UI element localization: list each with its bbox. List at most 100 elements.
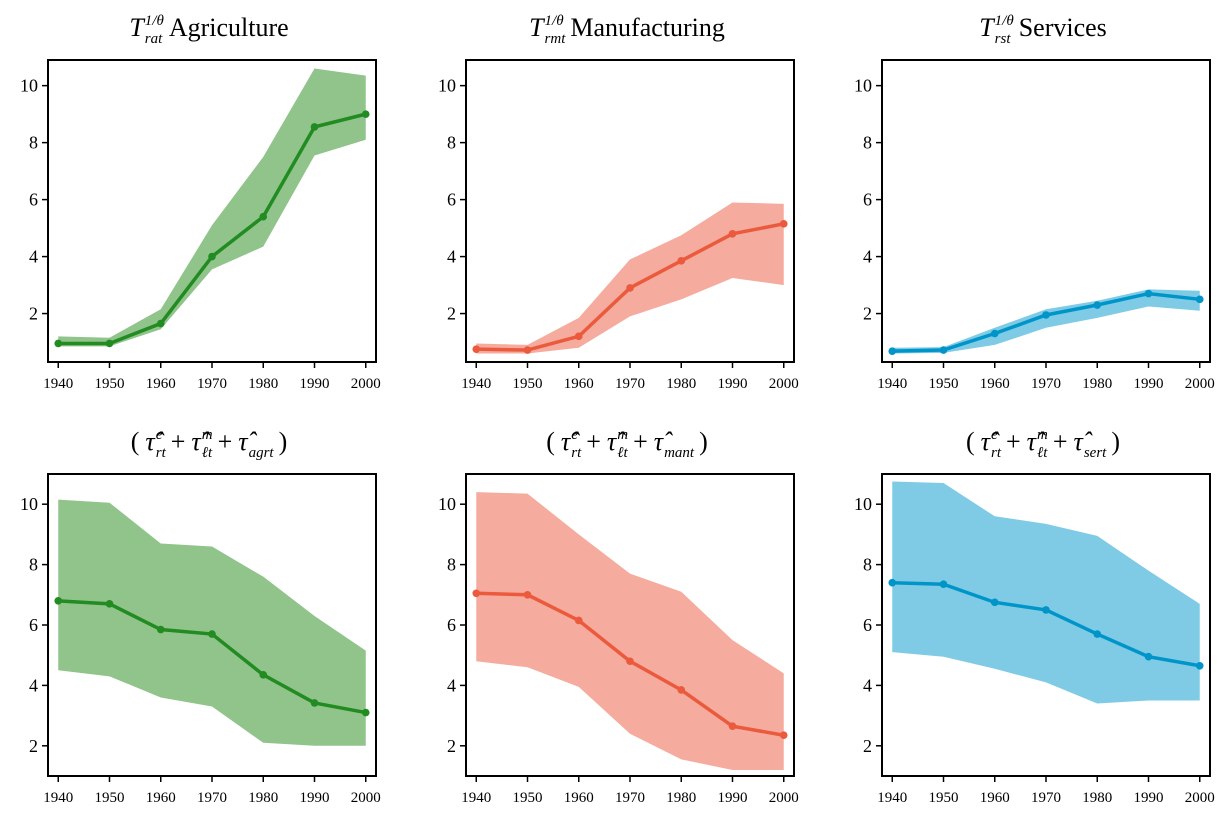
- y-tick-label: 10: [854, 494, 872, 514]
- y-tick-label: 6: [447, 615, 456, 635]
- data-point: [728, 229, 737, 238]
- x-tick-label: 1960: [146, 790, 176, 806]
- title-text: +: [218, 427, 233, 456]
- x-tick-label: 1940: [877, 376, 907, 392]
- title-text: Agriculture: [169, 13, 289, 42]
- data-point: [990, 598, 999, 607]
- title-subscript: rt: [571, 445, 582, 461]
- title-subscript: ℓt: [202, 445, 213, 461]
- title-text: ): [1111, 427, 1120, 456]
- x-tick-label: 1990: [718, 790, 748, 806]
- y-tick-label: 10: [438, 494, 456, 514]
- data-point: [574, 616, 583, 625]
- data-point: [1042, 311, 1050, 319]
- x-tick-label: 1970: [1031, 790, 1061, 806]
- y-tick-label: 6: [29, 190, 38, 210]
- title-subscript: agrt: [249, 445, 275, 461]
- y-tick-label: 10: [854, 76, 872, 96]
- confidence-band: [476, 492, 784, 770]
- title-superscript: 1/θ: [995, 13, 1015, 29]
- panel-title: T 1/θ rmt Manufacturing: [529, 13, 725, 47]
- y-tick-label: 2: [29, 304, 38, 324]
- y-tick-label: 8: [29, 133, 38, 153]
- x-tick-label: 2000: [769, 790, 799, 806]
- y-tick-label: 2: [447, 304, 456, 324]
- y-tick-label: 4: [863, 247, 872, 267]
- title-subscript: rt: [156, 445, 167, 461]
- x-tick-label: 1970: [1031, 376, 1061, 392]
- data-point: [939, 346, 948, 354]
- title-text: +: [633, 427, 648, 456]
- title-superscript: m: [617, 427, 628, 443]
- y-tick-label: 2: [29, 736, 38, 756]
- x-tick-label: 1990: [1134, 790, 1164, 806]
- x-tick-label: 2000: [1185, 376, 1215, 392]
- x-tick-label: 1980: [1082, 790, 1112, 806]
- x-tick-label: 1940: [43, 790, 73, 806]
- y-tick-label: 4: [447, 675, 456, 695]
- confidence-band: [58, 68, 366, 347]
- x-tick-label: 1960: [564, 376, 594, 392]
- title-text: Manufacturing: [570, 13, 725, 42]
- panel-title: T 1/θ rat Agriculture: [129, 13, 288, 47]
- confidence-band: [892, 481, 1200, 704]
- x-tick-label: 2000: [351, 376, 381, 392]
- y-tick-label: 10: [20, 494, 38, 514]
- x-tick-label: 1980: [248, 790, 278, 806]
- title-symbol: T: [129, 13, 145, 42]
- x-tick-label: 1960: [980, 790, 1010, 806]
- data-point: [54, 597, 63, 605]
- x-tick-label: 1950: [513, 790, 543, 806]
- title-text: Services: [1019, 13, 1107, 42]
- data-point: [208, 252, 216, 261]
- data-point: [310, 699, 319, 707]
- y-tick-label: 6: [863, 190, 872, 210]
- x-tick-label: 2000: [1185, 790, 1215, 806]
- x-tick-label: 1950: [929, 790, 959, 806]
- data-point: [888, 347, 897, 355]
- data-point: [310, 123, 319, 131]
- data-point: [1144, 652, 1153, 661]
- title-symbol: T: [529, 13, 545, 42]
- data-point: [259, 212, 268, 221]
- x-tick-label: 1980: [666, 376, 696, 392]
- y-tick-label: 8: [863, 133, 872, 153]
- y-tick-label: 6: [863, 615, 872, 635]
- data-point: [156, 319, 165, 328]
- confidence-band: [58, 499, 366, 746]
- title-subscript: rst: [995, 31, 1012, 47]
- x-tick-label: 2000: [769, 376, 799, 392]
- panel-title: (τ̂ ert + τ̂ mℓt + τ̂ sert): [966, 427, 1120, 461]
- y-tick-label: 2: [863, 736, 872, 756]
- x-tick-label: 1950: [95, 790, 125, 806]
- y-tick-label: 2: [863, 304, 872, 324]
- data-point: [1195, 295, 1204, 304]
- y-tick-label: 10: [20, 76, 38, 96]
- x-tick-label: 1960: [146, 376, 176, 392]
- y-tick-label: 4: [863, 675, 872, 695]
- x-tick-label: 1950: [513, 376, 543, 392]
- data-point: [1042, 606, 1050, 614]
- data-point: [939, 580, 948, 589]
- data-point: [208, 630, 216, 638]
- x-tick-label: 1990: [300, 790, 330, 806]
- y-tick-label: 6: [447, 190, 456, 210]
- data-point: [259, 671, 268, 679]
- title-text: +: [586, 427, 601, 456]
- x-tick-label: 1940: [877, 790, 907, 806]
- title-subscript: rmt: [545, 31, 567, 47]
- data-point: [1195, 661, 1204, 670]
- x-tick-label: 1990: [300, 376, 330, 392]
- x-tick-label: 1950: [95, 376, 125, 392]
- x-tick-label: 1950: [929, 376, 959, 392]
- title-subscript: ℓt: [1037, 445, 1048, 461]
- title-text: +: [1053, 427, 1068, 456]
- title-subscript: mant: [664, 445, 695, 461]
- data-point: [728, 722, 737, 730]
- x-tick-label: 1970: [197, 376, 227, 392]
- panel-title: (τ̂ ert + τ̂ mℓt + τ̂ agrt): [131, 427, 288, 461]
- title-text: ): [279, 427, 288, 456]
- panel-title: T 1/θ rst Services: [979, 13, 1107, 47]
- title-superscript: m: [202, 427, 213, 443]
